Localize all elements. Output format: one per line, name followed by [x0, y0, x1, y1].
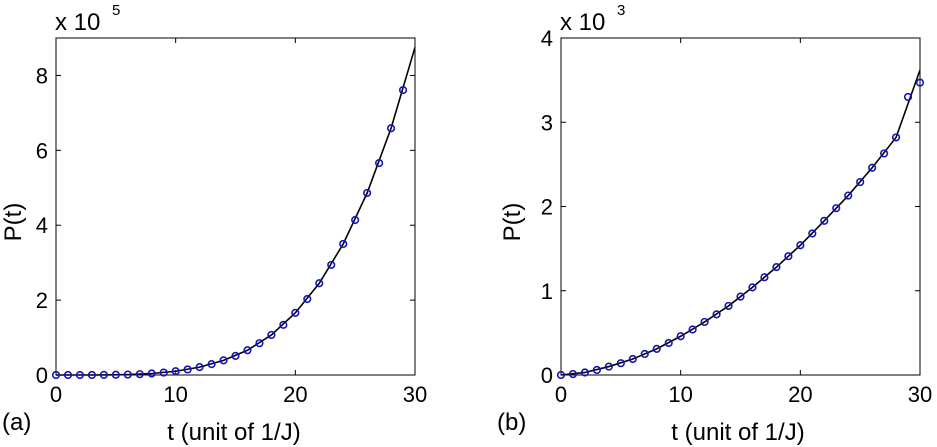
data-point-a-29 [398, 85, 408, 95]
data-point-a-24 [339, 239, 348, 249]
data-point-a-20 [291, 308, 300, 317]
axes-frame-a [55, 37, 416, 376]
data-point-b-9 [664, 338, 673, 348]
data-point-b-30 [915, 78, 925, 87]
data-point-a-7 [135, 370, 144, 379]
data-point-a-12 [195, 363, 204, 372]
x-axis-label-b: t (unit of 1/J) [671, 419, 804, 446]
data-point-b-26 [868, 163, 877, 172]
data-point-b-5 [616, 359, 625, 368]
y-multiplier-a: x 10 [55, 9, 100, 36]
data-point-a-6 [123, 370, 132, 379]
data-point-a-5 [111, 370, 120, 379]
y-tick-label-b-1: 1 [541, 279, 553, 304]
y-tick-label-b-2: 2 [541, 195, 553, 220]
data-point-a-17 [255, 339, 264, 348]
panel-label-b: (b) [497, 409, 526, 436]
data-point-b-7 [640, 349, 649, 359]
data-point-a-14 [219, 356, 228, 365]
data-point-b-29 [903, 92, 913, 102]
y-multiplier-b: x 10 [560, 9, 605, 36]
x-tick-label-b-2: 20 [788, 382, 812, 407]
data-point-a-2 [75, 370, 85, 380]
data-point-b-11 [688, 325, 697, 334]
x-tick-label-a-3: 30 [403, 382, 427, 407]
data-point-a-13 [207, 360, 216, 369]
data-point-b-22 [820, 216, 829, 225]
data-point-b-24 [844, 191, 853, 200]
data-point-b-3 [592, 365, 602, 375]
data-point-b-25 [856, 177, 865, 187]
data-point-a-4 [99, 370, 108, 379]
data-point-a-10 [171, 367, 180, 376]
data-point-b-8 [652, 344, 661, 353]
data-point-b-23 [832, 204, 841, 213]
data-point-a-22 [315, 279, 324, 288]
data-point-b-0 [556, 370, 566, 380]
data-point-a-19 [279, 320, 288, 329]
data-point-b-28 [891, 133, 901, 142]
y-tick-label-b-0: 0 [541, 363, 553, 388]
y-multiplier-exp-b: 3 [617, 2, 625, 19]
data-point-a-9 [159, 368, 168, 377]
data-point-b-19 [784, 252, 793, 261]
data-point-b-20 [796, 241, 805, 250]
data-point-b-12 [700, 317, 709, 327]
y-axis-label-b: P(t) [499, 203, 526, 242]
data-point-a-18 [267, 330, 276, 340]
axes-frame-b [560, 37, 921, 376]
y-tick-label-b-4: 4 [541, 26, 553, 51]
plot-area-a: 0 10 20 30 0 2 4 6 8 [36, 37, 427, 407]
y-tick-label-a-3: 6 [36, 138, 48, 163]
data-point-b-27 [879, 149, 889, 158]
y-tick-label-b-3: 3 [541, 110, 553, 135]
data-point-a-8 [147, 369, 156, 378]
data-point-b-17 [760, 273, 769, 282]
data-point-b-2 [580, 368, 590, 377]
panel-label-a: (a) [2, 409, 31, 436]
x-tick-label-a-2: 20 [283, 382, 307, 407]
x-tick-label-a-1: 10 [163, 382, 187, 407]
data-point-b-14 [724, 301, 733, 311]
y-tick-label-a-0: 0 [36, 363, 48, 388]
y-multiplier-exp-a: 5 [112, 2, 120, 19]
panel-b: 0 10 20 30 0 1 2 3 4 (b) t (unit of 1/J) P(t) x … [497, 2, 932, 446]
data-point-b-10 [676, 332, 685, 341]
data-point-a-11 [183, 365, 192, 374]
data-point-a-27 [375, 158, 384, 168]
data-point-a-21 [303, 294, 312, 304]
panel-a: 0 10 20 30 0 2 4 6 8 (a) t (unit of 1/J) P(t) x … [0, 2, 427, 446]
data-point-b-21 [808, 229, 817, 238]
plot-area-b: 0 10 20 30 0 1 2 3 4 [541, 26, 932, 407]
y-tick-label-a-2: 4 [36, 213, 48, 238]
y-axis-label-a: P(t) [0, 203, 27, 242]
y-tick-label-a-1: 2 [36, 288, 48, 313]
data-point-b-13 [712, 310, 721, 319]
data-point-b-18 [772, 263, 781, 272]
data-point-a-16 [243, 346, 252, 355]
data-point-a-26 [363, 188, 372, 198]
data-point-b-1 [568, 370, 578, 379]
x-tick-label-b-0: 0 [555, 382, 567, 407]
series-line-a [56, 47, 415, 376]
data-point-a-28 [386, 124, 396, 133]
x-tick-label-b-1: 10 [668, 382, 692, 407]
data-point-a-0 [51, 370, 61, 380]
data-point-b-6 [628, 354, 637, 364]
data-point-b-4 [604, 362, 613, 371]
data-point-a-23 [327, 260, 336, 270]
y-tick-label-a-4: 8 [36, 63, 48, 88]
data-point-a-25 [351, 215, 360, 225]
data-point-a-15 [231, 351, 240, 361]
x-axis-label-a: t (unit of 1/J) [167, 419, 300, 446]
x-tick-label-a-0: 0 [50, 382, 62, 407]
data-point-b-15 [736, 292, 745, 301]
data-point-b-16 [748, 283, 757, 292]
series-line-b [561, 69, 920, 376]
x-tick-label-b-3: 30 [908, 382, 932, 407]
data-point-a-3 [87, 370, 96, 380]
data-point-a-1 [63, 370, 73, 380]
